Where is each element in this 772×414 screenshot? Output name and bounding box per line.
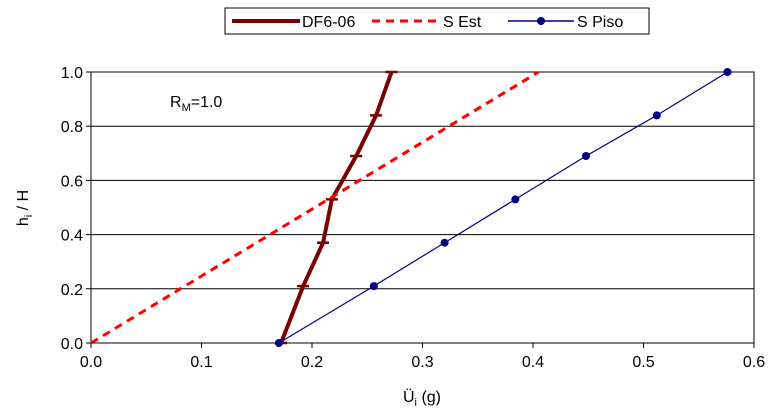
y-tick-label: 0.6 <box>61 173 83 190</box>
plot-frame <box>90 71 755 344</box>
legend-label-s-est: S Est <box>443 14 482 31</box>
y-tick-label: 0.8 <box>61 119 83 136</box>
series-point-s-piso <box>369 282 378 291</box>
series-layer <box>90 68 732 347</box>
y-axis-title-suffix: / H <box>15 190 32 215</box>
series-point-s-piso <box>274 339 283 347</box>
legend-item-s-piso: S Piso <box>508 14 623 31</box>
x-tick-label: 0.3 <box>411 354 433 371</box>
y-axis-title-main: h <box>15 217 32 226</box>
legend-label-s-piso: S Piso <box>577 14 623 31</box>
series-point-s-piso <box>723 68 732 76</box>
y-tick-label: 1.0 <box>61 65 83 82</box>
x-axis-title: Üi (g) <box>403 388 441 409</box>
x-tick-label: 0.2 <box>301 354 323 371</box>
legend: DF6-06 S Est S Piso <box>224 7 650 35</box>
series-point-s-piso <box>511 195 520 204</box>
annotation-rm-sub: M <box>182 102 191 114</box>
y-axis: 0.0 0.2 0.4 0.6 0.8 1.0 <box>61 65 91 353</box>
series-point-s-piso <box>652 111 661 120</box>
legend-item-s-est: S Est <box>372 14 482 31</box>
legend-label-df6-06: DF6-06 <box>302 14 355 31</box>
y-axis-title-sub: i <box>23 215 35 217</box>
annotation-rm-main: R <box>170 94 182 111</box>
x-tick-label: 0.1 <box>190 354 212 371</box>
legend-marker-s-piso <box>537 17 545 25</box>
x-tick-label: 0.6 <box>743 354 765 371</box>
x-tick-label: 0.0 <box>80 354 102 371</box>
y-tick-label: 0.4 <box>61 228 83 245</box>
annotation-rm-suffix: =1.0 <box>191 94 223 111</box>
series-line-s-est <box>90 70 540 345</box>
x-axis-title-main: Ü <box>403 388 415 406</box>
y-tick-label: 0.2 <box>61 282 83 299</box>
legend-item-df6-06: DF6-06 <box>232 14 355 31</box>
x-tick-label: 0.5 <box>632 354 654 371</box>
x-axis-title-suffix: (g) <box>417 389 441 406</box>
x-axis: 0.0 0.1 0.2 0.3 0.4 0.5 0.6 <box>80 343 765 371</box>
plot-area <box>90 68 755 347</box>
annotation-rm: RM=1.0 <box>170 94 222 114</box>
x-tick-label: 0.4 <box>522 354 544 371</box>
series-point-s-piso <box>582 152 591 161</box>
series-point-s-piso <box>440 238 449 247</box>
x-axis-title-sub: i <box>415 397 417 409</box>
y-axis-title: hi / H <box>15 190 35 226</box>
y-tick-label: 0.0 <box>61 336 83 353</box>
gridlines <box>91 125 754 290</box>
